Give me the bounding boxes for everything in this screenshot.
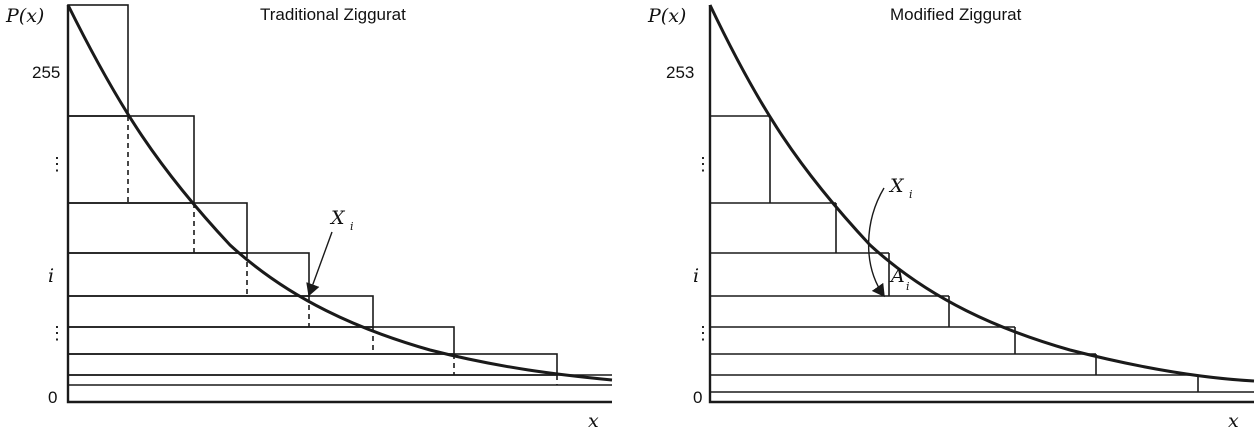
right-xi-subscript: i xyxy=(909,188,913,201)
left-tick-dots-lower: ⋮ xyxy=(48,323,66,343)
right-tick-zero: 0 xyxy=(693,388,702,407)
right-panel-title: Modified Ziggurat xyxy=(890,5,1022,24)
right-ai-subscript: i xyxy=(906,280,910,293)
right-layers xyxy=(710,115,1254,393)
left-y-axis-label: P(x) xyxy=(5,5,44,27)
right-density-curve xyxy=(708,4,1255,383)
left-tick-zero: 0 xyxy=(48,388,57,407)
left-panel-title: Traditional Ziggurat xyxy=(260,5,406,24)
left-tick-top: 255 xyxy=(32,63,60,82)
left-layers xyxy=(67,4,612,386)
layer-box xyxy=(67,353,558,376)
right-xi-label: X xyxy=(888,175,905,197)
left-xi-subscript: i xyxy=(350,220,354,233)
layer-box xyxy=(67,202,248,254)
right-xi-arrow xyxy=(867,187,885,298)
layer-box xyxy=(67,115,195,204)
right-tick-top: 253 xyxy=(666,63,694,82)
left-xi-arrow xyxy=(306,231,333,297)
right-tick-dots-lower: ⋮ xyxy=(694,323,712,343)
left-density-curve xyxy=(66,4,613,382)
left-x-axis-label: x xyxy=(588,410,599,431)
left-tick-i: i xyxy=(48,265,54,287)
left-panel: Traditional Ziggurat P(x) x 255 ⋮ i ⋮ 0 xyxy=(5,4,613,431)
left-xi-label: X xyxy=(329,207,346,229)
left-dashed-lines xyxy=(127,116,558,385)
left-tick-dots-upper: ⋮ xyxy=(48,154,66,174)
right-y-axis-label: P(x) xyxy=(647,5,686,27)
right-tick-dots-upper: ⋮ xyxy=(694,154,712,174)
layer-box xyxy=(67,252,310,297)
right-x-axis-label: x xyxy=(1228,410,1239,431)
right-panel: Modified Ziggurat P(x) x 253 ⋮ i ⋮ 0 xyxy=(647,4,1255,431)
right-axes xyxy=(708,5,1254,404)
right-tick-i: i xyxy=(693,265,699,287)
right-ai-label: A xyxy=(889,265,905,287)
